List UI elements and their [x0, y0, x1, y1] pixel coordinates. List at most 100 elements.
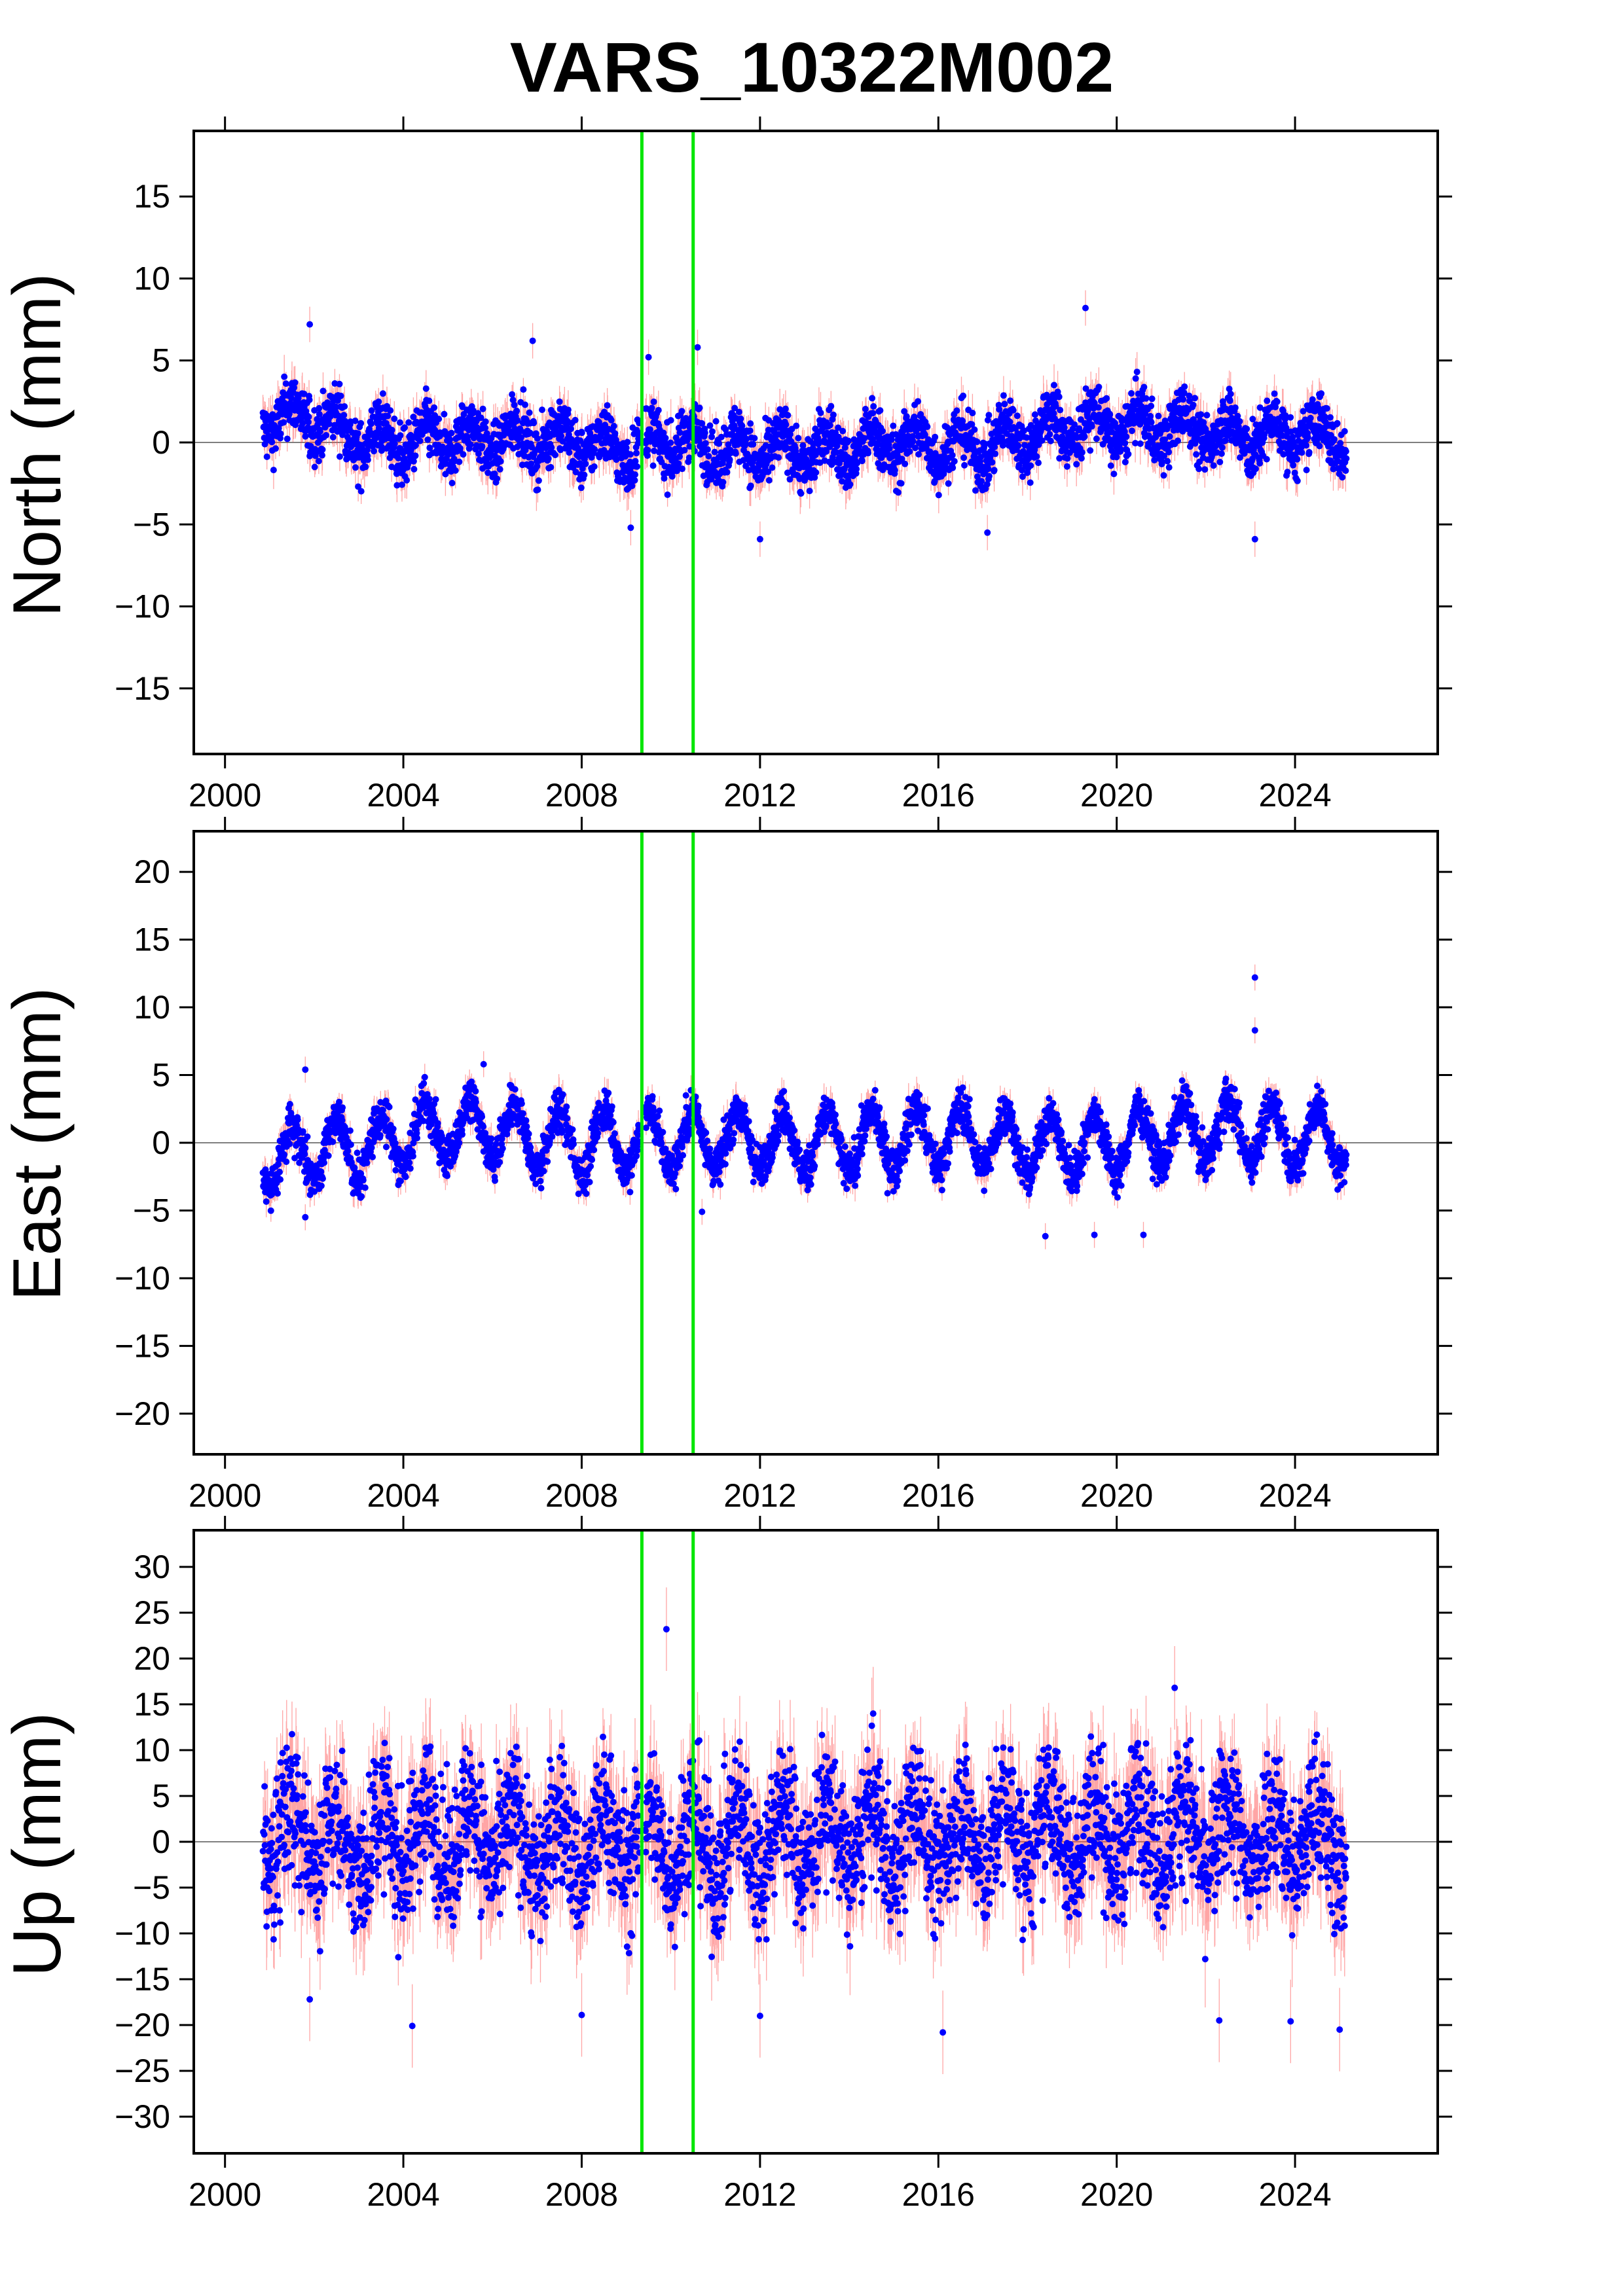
x-tick-label: 2004 [367, 777, 439, 814]
data-point [722, 1150, 729, 1157]
data-point [961, 461, 968, 469]
data-point [1243, 425, 1250, 433]
data-point [659, 1128, 666, 1136]
data-point [627, 524, 634, 531]
data-point [410, 414, 417, 420]
data-point [357, 1170, 365, 1177]
data-point [514, 417, 521, 424]
data-point [814, 435, 822, 442]
data-point [403, 476, 410, 484]
data-point [1341, 428, 1348, 435]
data-point [448, 429, 455, 437]
data-point [742, 1107, 749, 1115]
data-point [497, 457, 504, 465]
data-point [668, 473, 676, 480]
data-point [459, 1131, 465, 1138]
data-point [299, 1128, 306, 1135]
data-point [286, 1101, 293, 1107]
data-point [1035, 459, 1042, 467]
data-point [623, 444, 630, 452]
data-point [807, 1174, 814, 1181]
data-point [325, 420, 333, 427]
data-point [410, 465, 418, 473]
data-point [325, 1152, 332, 1159]
data-point [632, 457, 639, 465]
data-point [386, 1103, 393, 1111]
data-point [854, 459, 861, 467]
data-point [650, 398, 657, 405]
data-point [1148, 395, 1156, 403]
data-point [302, 433, 309, 440]
data-point [1161, 452, 1167, 459]
data-point [1309, 396, 1316, 403]
data-point [318, 1168, 325, 1175]
data-point [572, 416, 579, 423]
data-point [649, 462, 657, 469]
data-point [795, 435, 802, 442]
data-point [486, 454, 493, 461]
data-point [632, 471, 638, 478]
data-point [695, 1102, 702, 1109]
data-point [968, 421, 976, 428]
data-point [1023, 434, 1030, 441]
data-point [828, 403, 835, 410]
data-point [1343, 455, 1350, 462]
data-point [383, 1116, 390, 1123]
data-point [708, 433, 715, 440]
y-tick-label: −15 [115, 670, 170, 707]
data-point [775, 1138, 782, 1145]
data-point [951, 457, 958, 465]
data-point [898, 456, 905, 463]
data-point [391, 415, 398, 422]
data-point [564, 1115, 571, 1122]
data-point [1006, 418, 1013, 425]
data-point [305, 418, 312, 425]
data-point [1180, 389, 1188, 397]
data-point [786, 476, 793, 483]
data-points [259, 304, 1350, 543]
data-point [633, 1153, 640, 1160]
data-point [832, 1121, 839, 1127]
data-point [344, 1147, 352, 1155]
data-point [346, 1127, 354, 1134]
data-point [412, 452, 419, 459]
data-point [566, 449, 573, 456]
data-point [960, 454, 968, 461]
data-point [539, 406, 545, 414]
data-point [544, 1158, 551, 1165]
data-point [705, 453, 712, 459]
data-point [782, 421, 790, 428]
y-tick-label: 0 [152, 424, 170, 461]
data-point [375, 425, 382, 432]
data-point [1147, 412, 1154, 420]
data-point [1342, 448, 1349, 455]
data-point [268, 439, 276, 446]
data-point [306, 321, 314, 328]
data-point [295, 395, 302, 402]
data-point [319, 387, 327, 395]
data-point [832, 1111, 839, 1119]
data-point [318, 1182, 325, 1189]
data-point [1165, 448, 1173, 456]
data-point [983, 480, 991, 488]
data-point [1256, 459, 1264, 467]
data-point [869, 410, 877, 417]
data-point [482, 424, 489, 431]
data-point [406, 1159, 413, 1166]
data-point [1166, 433, 1173, 440]
data-point [512, 1095, 519, 1102]
data-point [627, 451, 634, 458]
data-point [1128, 390, 1135, 397]
data-point [315, 457, 322, 465]
data-point [1203, 412, 1211, 419]
data-point [1107, 462, 1114, 469]
data-point [732, 450, 739, 457]
data-point [706, 422, 714, 429]
data-point [1123, 433, 1130, 440]
data-point [935, 492, 942, 499]
data-point [291, 384, 298, 391]
data-point [431, 404, 438, 411]
data-point [509, 391, 516, 398]
data-point [549, 1133, 556, 1140]
